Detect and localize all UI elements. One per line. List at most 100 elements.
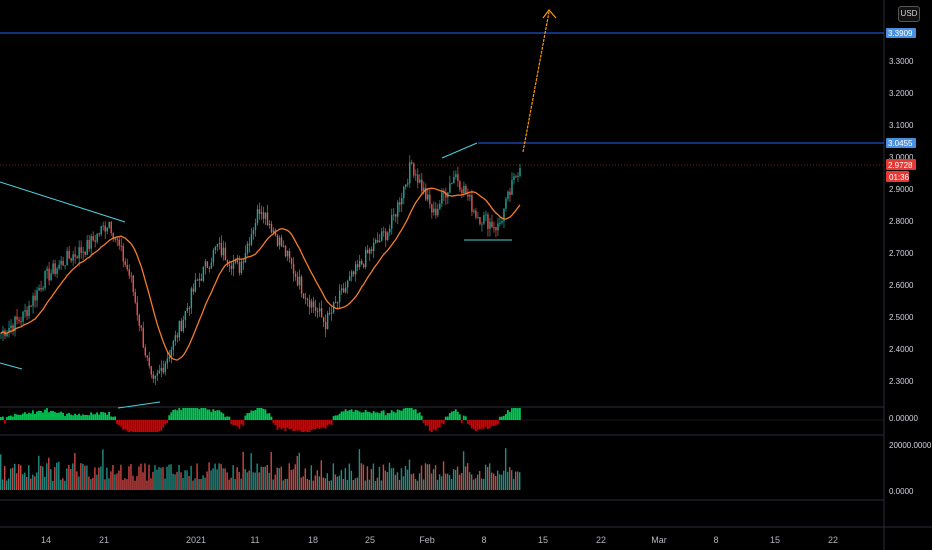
volume-bar (472, 479, 475, 490)
candle-body (98, 233, 100, 235)
osc-bar (52, 410, 54, 420)
osc-bar (72, 415, 74, 420)
candle-body (391, 215, 393, 229)
osc-bar (516, 408, 519, 420)
candle-body (304, 297, 307, 300)
candle-body (80, 247, 82, 253)
candle-body (60, 260, 62, 265)
candle-body (62, 260, 64, 266)
candle-body (417, 174, 419, 183)
osc-bar (490, 420, 493, 426)
candle-body (312, 301, 315, 307)
projection-arrow[interactable] (522, 9, 557, 153)
volume-bar (118, 470, 120, 490)
osc-bar (424, 420, 427, 426)
volume-bar (410, 474, 413, 490)
volume-bar (4, 466, 6, 490)
volume-bar (280, 466, 282, 490)
trendlines[interactable] (0, 142, 512, 409)
volume-bar (396, 472, 399, 490)
volume-bar (348, 463, 351, 490)
osc-axis-label: 0.00000 (889, 414, 918, 423)
volume-bar (136, 476, 138, 490)
candle-body (190, 288, 193, 309)
osc-bar (282, 420, 285, 429)
volume-bar (448, 475, 451, 490)
osc-bar (394, 412, 397, 420)
osc-bar (476, 420, 479, 430)
volume-bar (356, 477, 359, 490)
volume-bar (506, 471, 509, 490)
volume-bar (464, 466, 467, 490)
osc-bar (114, 416, 117, 420)
candle-body (489, 221, 491, 229)
volume-bar (240, 478, 242, 490)
oscillator-histogram (0, 408, 884, 432)
candle-body (429, 194, 431, 205)
candle-body (206, 261, 209, 268)
osc-bar (434, 420, 437, 431)
osc-bar (144, 420, 147, 432)
osc-bar (104, 412, 107, 420)
volume-bar (170, 464, 172, 490)
osc-bar (190, 408, 193, 420)
osc-bar (494, 420, 497, 426)
candle-body (320, 308, 323, 318)
osc-bar (436, 420, 439, 428)
volume-bar (116, 473, 118, 490)
osc-bar (374, 412, 377, 420)
osc-bar (312, 420, 315, 430)
osc-bar (124, 420, 127, 430)
osc-bar (500, 416, 503, 420)
candle-body (186, 307, 189, 311)
candle-body (128, 269, 130, 276)
time-tick-label: 15 (538, 535, 548, 545)
osc-bar (242, 420, 245, 426)
candle-body (46, 268, 48, 271)
volume-bar (442, 461, 445, 490)
osc-bar (82, 414, 84, 420)
candle-body (401, 198, 403, 205)
volume-bar (500, 474, 503, 490)
volume-bar (124, 478, 126, 490)
candle-body (365, 249, 367, 268)
volume-bar (486, 466, 489, 490)
candle-body (445, 193, 447, 198)
volume-bar (342, 478, 345, 490)
osc-bar (38, 410, 40, 420)
volume-bar (184, 470, 186, 490)
volume-bar (420, 465, 423, 490)
volume-bar (456, 466, 459, 490)
osc-bar (510, 408, 513, 420)
osc-bar (164, 420, 167, 425)
volume-bar (260, 466, 262, 490)
candle-body (64, 265, 66, 267)
volume-bar (22, 474, 24, 490)
candle-body (238, 262, 241, 273)
candle-body (138, 315, 140, 326)
candle-body (224, 247, 227, 261)
volume-bar (412, 473, 415, 490)
osc-bar (130, 420, 133, 431)
volume-bar (492, 473, 495, 490)
volume-bar (172, 473, 174, 490)
candle-body (316, 310, 319, 312)
volume-bar (272, 479, 274, 490)
currency-button[interactable]: USD (898, 6, 920, 22)
candle-body (14, 316, 16, 331)
volume-bar (30, 478, 32, 490)
candle-body (471, 195, 473, 212)
volume-bar (304, 468, 306, 490)
price-tick-label: 3.2000 (889, 89, 914, 98)
osc-bar (432, 420, 435, 430)
candle-body (94, 240, 96, 242)
osc-bar (86, 414, 88, 420)
candle-body (134, 291, 136, 303)
osc-bar (402, 408, 405, 420)
volume-bar (50, 469, 52, 490)
candle-body (228, 264, 231, 266)
volume-bar (88, 476, 90, 490)
osc-bar (430, 420, 433, 432)
osc-bar (44, 409, 46, 420)
